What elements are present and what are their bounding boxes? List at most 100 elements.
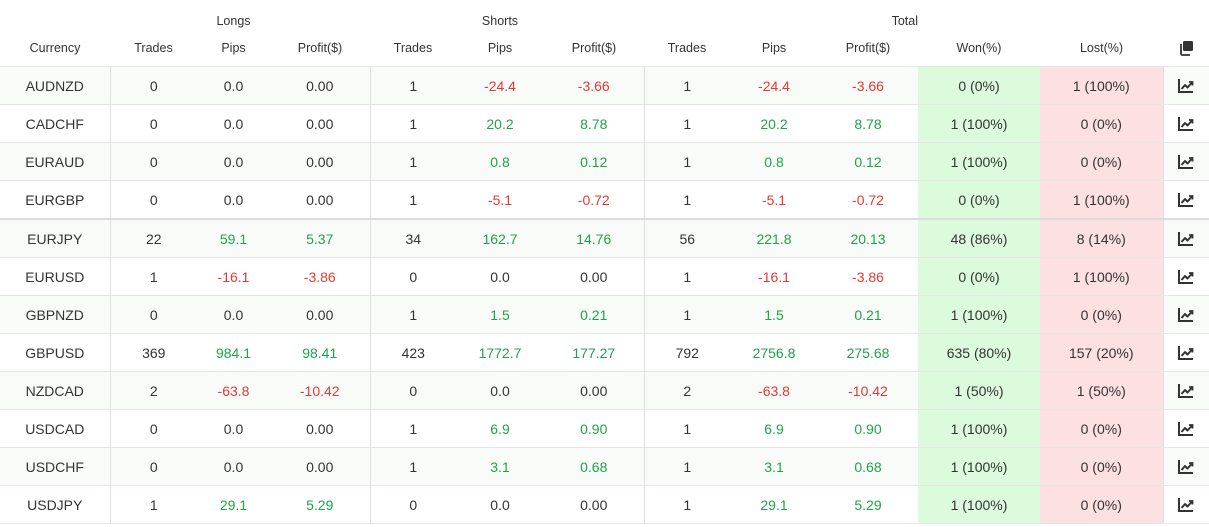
chart-button[interactable] — [1163, 371, 1209, 410]
cell-long-pips: 0.0 — [197, 409, 270, 448]
cell-total-pips: 221.8 — [730, 219, 818, 258]
cell-long-trades: 0 — [110, 295, 197, 334]
cell-won: 1 (100%) — [918, 104, 1040, 143]
col-header-long-profit[interactable]: Profit($) — [270, 30, 370, 67]
copy-icon[interactable] — [1178, 40, 1194, 56]
cell-long-trades: 22 — [110, 219, 197, 258]
cell-short-pips: 3.1 — [456, 447, 544, 486]
cell-total-pips: 1.5 — [730, 295, 818, 334]
cell-currency: EURJPY — [0, 219, 111, 258]
chart-line-icon[interactable] — [1177, 307, 1195, 323]
cell-won: 0 (0%) — [918, 66, 1040, 105]
col-header-total-trades[interactable]: Trades — [644, 30, 730, 67]
chart-line-icon[interactable] — [1177, 78, 1195, 94]
cell-total-trades: 792 — [644, 333, 730, 372]
col-header-long-trades[interactable]: Trades — [110, 30, 197, 67]
chart-button[interactable] — [1163, 295, 1209, 334]
cell-currency: EURAUD — [0, 142, 111, 181]
chart-button[interactable] — [1163, 447, 1209, 486]
cell-lost: 0 (0%) — [1040, 104, 1164, 143]
cell-short-pips: 0.8 — [456, 142, 544, 181]
cell-short-trades: 34 — [370, 219, 456, 258]
cell-short-pips: 0.0 — [456, 257, 544, 296]
cell-won: 1 (100%) — [918, 485, 1040, 524]
cell-long-pips: 0.0 — [197, 447, 270, 486]
cell-long-profit: -3.86 — [270, 257, 371, 296]
chart-line-icon[interactable] — [1177, 192, 1195, 208]
cell-lost: 0 (0%) — [1040, 485, 1164, 524]
cell-currency: NZDCAD — [0, 371, 111, 410]
col-header-short-profit[interactable]: Profit($) — [544, 30, 644, 67]
col-header-lost[interactable]: Lost(%) — [1040, 30, 1163, 67]
chart-line-icon[interactable] — [1177, 383, 1195, 399]
cell-long-trades: 2 — [110, 371, 197, 410]
col-header-won[interactable]: Won(%) — [918, 30, 1040, 67]
cell-short-pips: 20.2 — [456, 104, 544, 143]
chart-line-icon[interactable] — [1177, 497, 1195, 513]
col-header-short-pips[interactable]: Pips — [456, 30, 544, 67]
copy-button[interactable] — [1163, 30, 1209, 67]
col-header-total-pips[interactable]: Pips — [730, 30, 818, 67]
col-header-currency[interactable]: Currency — [0, 30, 110, 67]
col-header-long-pips[interactable]: Pips — [197, 30, 270, 67]
cell-long-trades: 1 — [110, 257, 197, 296]
col-header-short-trades[interactable]: Trades — [370, 30, 456, 67]
cell-short-trades: 423 — [370, 333, 456, 372]
cell-short-trades: 0 — [370, 485, 456, 524]
cell-short-trades: 1 — [370, 180, 456, 220]
chart-button[interactable] — [1163, 180, 1209, 220]
cell-total-profit: 275.68 — [818, 333, 918, 372]
cell-total-profit: 5.29 — [818, 485, 918, 524]
cell-won: 1 (100%) — [918, 409, 1040, 448]
chart-button[interactable] — [1163, 257, 1209, 296]
cell-currency: AUDNZD — [0, 66, 111, 105]
cell-lost: 0 (0%) — [1040, 295, 1164, 334]
cell-total-trades: 2 — [644, 371, 730, 410]
chart-line-icon[interactable] — [1177, 459, 1195, 475]
chart-button[interactable] — [1163, 409, 1209, 448]
cell-currency: USDJPY — [0, 485, 111, 524]
cell-long-profit: 0.00 — [270, 447, 371, 486]
cell-total-profit: -3.86 — [818, 257, 918, 296]
cell-long-pips: 59.1 — [197, 219, 270, 258]
cell-total-profit: 0.21 — [818, 295, 918, 334]
chart-button[interactable] — [1163, 219, 1209, 258]
chart-line-icon[interactable] — [1177, 154, 1195, 170]
chart-button[interactable] — [1163, 142, 1209, 181]
chart-line-icon[interactable] — [1177, 421, 1195, 437]
chart-line-icon[interactable] — [1177, 231, 1195, 247]
cell-total-profit: -0.72 — [818, 180, 918, 220]
table-row: EURJPY 22 59.1 5.37 34 162.7 14.76 56 221.8 20.13… — [0, 219, 1209, 258]
chart-line-icon[interactable] — [1177, 269, 1195, 285]
cell-long-pips: 0.0 — [197, 66, 270, 105]
cell-total-pips: 6.9 — [730, 409, 818, 448]
chart-button[interactable] — [1163, 66, 1209, 105]
cell-total-trades: 1 — [644, 142, 730, 181]
cell-won: 635 (80%) — [918, 333, 1040, 372]
chart-line-icon[interactable] — [1177, 345, 1195, 361]
cell-long-pips: 0.0 — [197, 104, 270, 143]
cell-won: 1 (50%) — [918, 371, 1040, 410]
cell-short-profit: -3.66 — [544, 66, 645, 105]
cell-won: 1 (100%) — [918, 142, 1040, 181]
cell-total-profit: -10.42 — [818, 371, 918, 410]
cell-long-trades: 0 — [110, 142, 197, 181]
cell-short-trades: 1 — [370, 66, 456, 105]
cell-won: 0 (0%) — [918, 257, 1040, 296]
cell-won: 48 (86%) — [918, 219, 1040, 258]
col-header-total-profit[interactable]: Profit($) — [818, 30, 918, 67]
chart-line-icon[interactable] — [1177, 116, 1195, 132]
cell-total-pips: 29.1 — [730, 485, 818, 524]
cell-long-profit: 0.00 — [270, 104, 371, 143]
table-row: USDCAD 0 0.0 0.00 1 6.9 0.90 1 6.9 0.90 1 (100%) 0 … — [0, 409, 1209, 448]
cell-long-pips: 29.1 — [197, 485, 270, 524]
chart-button[interactable] — [1163, 333, 1209, 372]
cell-total-trades: 1 — [644, 409, 730, 448]
chart-button[interactable] — [1163, 485, 1209, 524]
cell-short-trades: 1 — [370, 295, 456, 334]
cell-total-trades: 1 — [644, 295, 730, 334]
chart-button[interactable] — [1163, 104, 1209, 143]
cell-currency: USDCAD — [0, 409, 111, 448]
cell-lost: 157 (20%) — [1040, 333, 1164, 372]
